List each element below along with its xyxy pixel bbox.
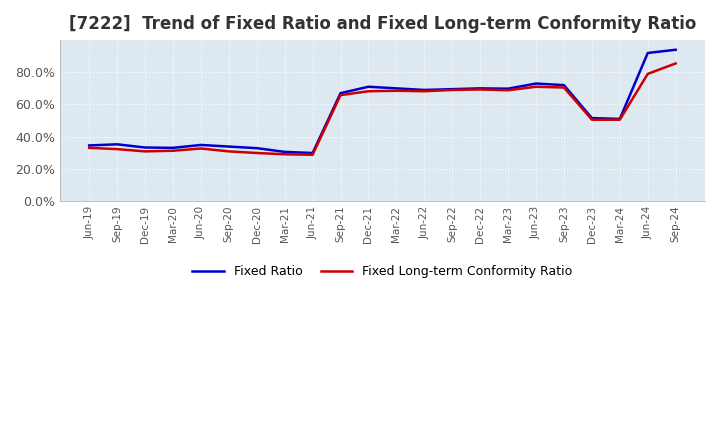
Fixed Ratio [420, 87, 428, 92]
Fixed Ratio [588, 115, 596, 121]
Line: Fixed Long-term Conformity Ratio: Fixed Long-term Conformity Ratio [89, 63, 675, 155]
Fixed Ratio [140, 145, 149, 150]
Fixed Long-term Conformity Ratio [85, 145, 94, 150]
Fixed Ratio [168, 145, 177, 150]
Fixed Ratio [671, 47, 680, 52]
Fixed Ratio [336, 91, 345, 96]
Fixed Long-term Conformity Ratio [448, 87, 456, 92]
Fixed Ratio [476, 86, 485, 91]
Fixed Long-term Conformity Ratio [531, 84, 540, 89]
Fixed Long-term Conformity Ratio [113, 147, 122, 152]
Fixed Long-term Conformity Ratio [308, 152, 317, 158]
Fixed Ratio [308, 150, 317, 156]
Fixed Long-term Conformity Ratio [644, 71, 652, 77]
Fixed Long-term Conformity Ratio [559, 85, 568, 90]
Fixed Long-term Conformity Ratio [225, 149, 233, 154]
Fixed Ratio [225, 144, 233, 149]
Fixed Long-term Conformity Ratio [364, 88, 373, 94]
Fixed Long-term Conformity Ratio [197, 146, 205, 151]
Fixed Long-term Conformity Ratio [168, 148, 177, 154]
Fixed Long-term Conformity Ratio [140, 149, 149, 154]
Legend: Fixed Ratio, Fixed Long-term Conformity Ratio: Fixed Ratio, Fixed Long-term Conformity … [187, 260, 577, 283]
Fixed Long-term Conformity Ratio [476, 87, 485, 92]
Fixed Long-term Conformity Ratio [420, 88, 428, 94]
Fixed Ratio [364, 84, 373, 89]
Fixed Long-term Conformity Ratio [280, 152, 289, 157]
Fixed Ratio [644, 50, 652, 55]
Line: Fixed Ratio: Fixed Ratio [89, 50, 675, 153]
Fixed Long-term Conformity Ratio [588, 117, 596, 122]
Fixed Ratio [448, 87, 456, 92]
Fixed Long-term Conformity Ratio [253, 150, 261, 156]
Fixed Ratio [113, 142, 122, 147]
Title: [7222]  Trend of Fixed Ratio and Fixed Long-term Conformity Ratio: [7222] Trend of Fixed Ratio and Fixed Lo… [68, 15, 696, 33]
Fixed Long-term Conformity Ratio [671, 61, 680, 66]
Fixed Ratio [531, 81, 540, 86]
Fixed Ratio [504, 86, 513, 92]
Fixed Long-term Conformity Ratio [616, 117, 624, 122]
Fixed Ratio [85, 143, 94, 148]
Fixed Long-term Conformity Ratio [392, 88, 401, 93]
Fixed Ratio [280, 149, 289, 154]
Fixed Ratio [616, 116, 624, 121]
Fixed Long-term Conformity Ratio [336, 92, 345, 98]
Fixed Ratio [559, 82, 568, 88]
Fixed Ratio [392, 86, 401, 91]
Fixed Ratio [197, 142, 205, 147]
Fixed Long-term Conformity Ratio [504, 88, 513, 93]
Fixed Ratio [253, 146, 261, 151]
